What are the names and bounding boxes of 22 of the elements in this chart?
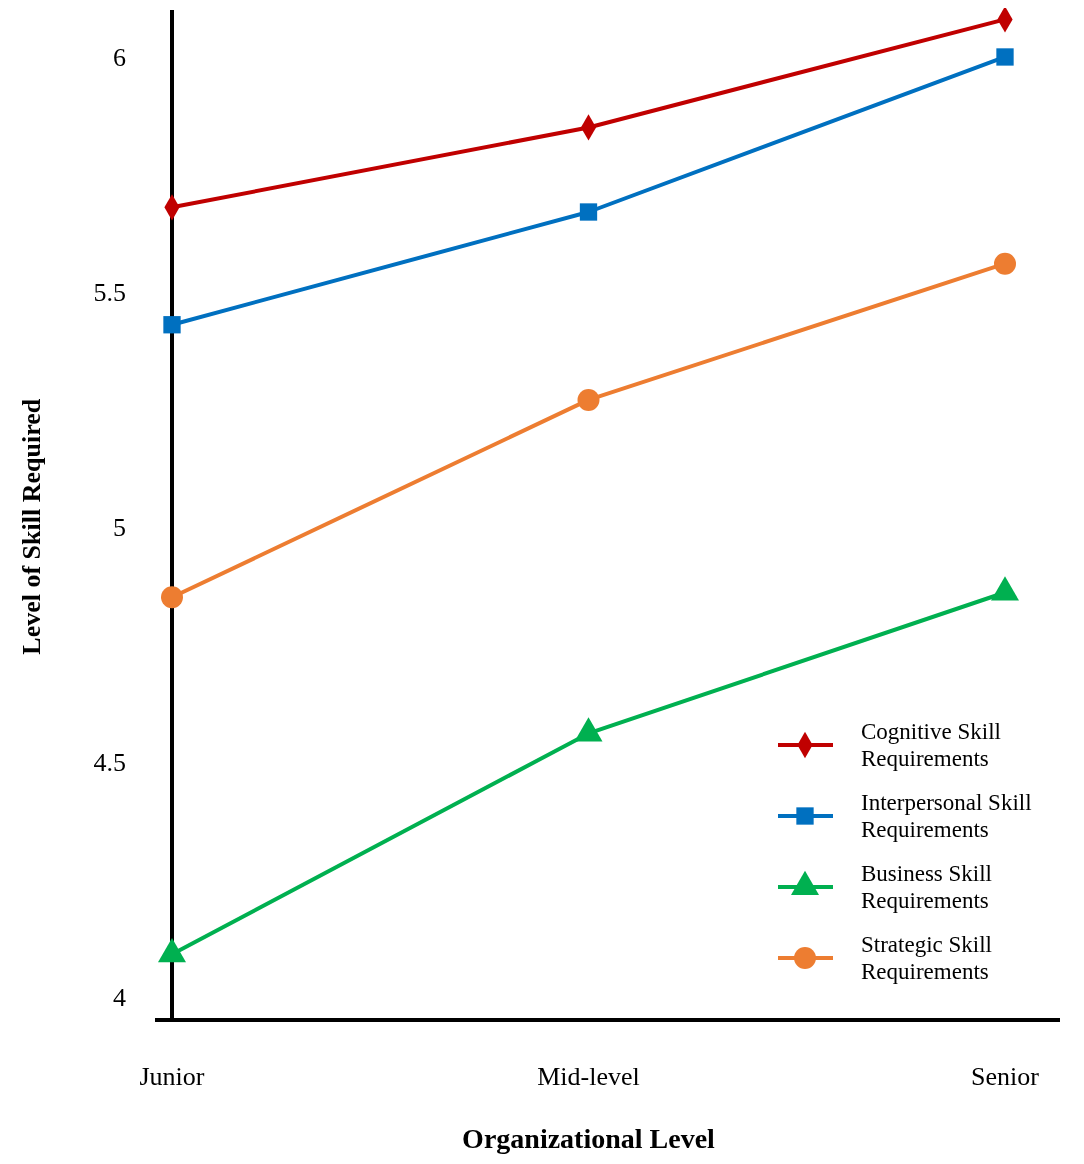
legend-label: Strategic Skill Requirements xyxy=(861,932,992,984)
legend-label: Business Skill Requirements xyxy=(861,861,993,913)
y-tick-label: 4.5 xyxy=(93,747,126,777)
point xyxy=(157,938,187,963)
y-tick-label: 6 xyxy=(113,43,126,73)
y-tick-label: 5 xyxy=(113,512,126,542)
point xyxy=(579,203,598,221)
y-tick-label: 5.5 xyxy=(93,277,126,307)
x-tick-label: Mid-level xyxy=(537,1062,640,1091)
point xyxy=(577,388,600,411)
point xyxy=(990,576,1020,601)
x-axis-title: Organizational Level xyxy=(462,1123,716,1154)
y-axis-title: Level of Skill Required xyxy=(17,398,46,655)
point xyxy=(994,252,1016,275)
point xyxy=(163,316,181,334)
point xyxy=(996,48,1014,66)
point xyxy=(574,717,603,742)
legend-label: Interpersonal Skill Requirements xyxy=(861,790,1032,842)
x-tick-label: Senior xyxy=(971,1062,1040,1091)
x-tick-label: Junior xyxy=(139,1062,205,1091)
legend-label: Cognitive Skill Requirements xyxy=(861,719,1001,771)
y-tick-label: 4 xyxy=(113,982,126,1012)
